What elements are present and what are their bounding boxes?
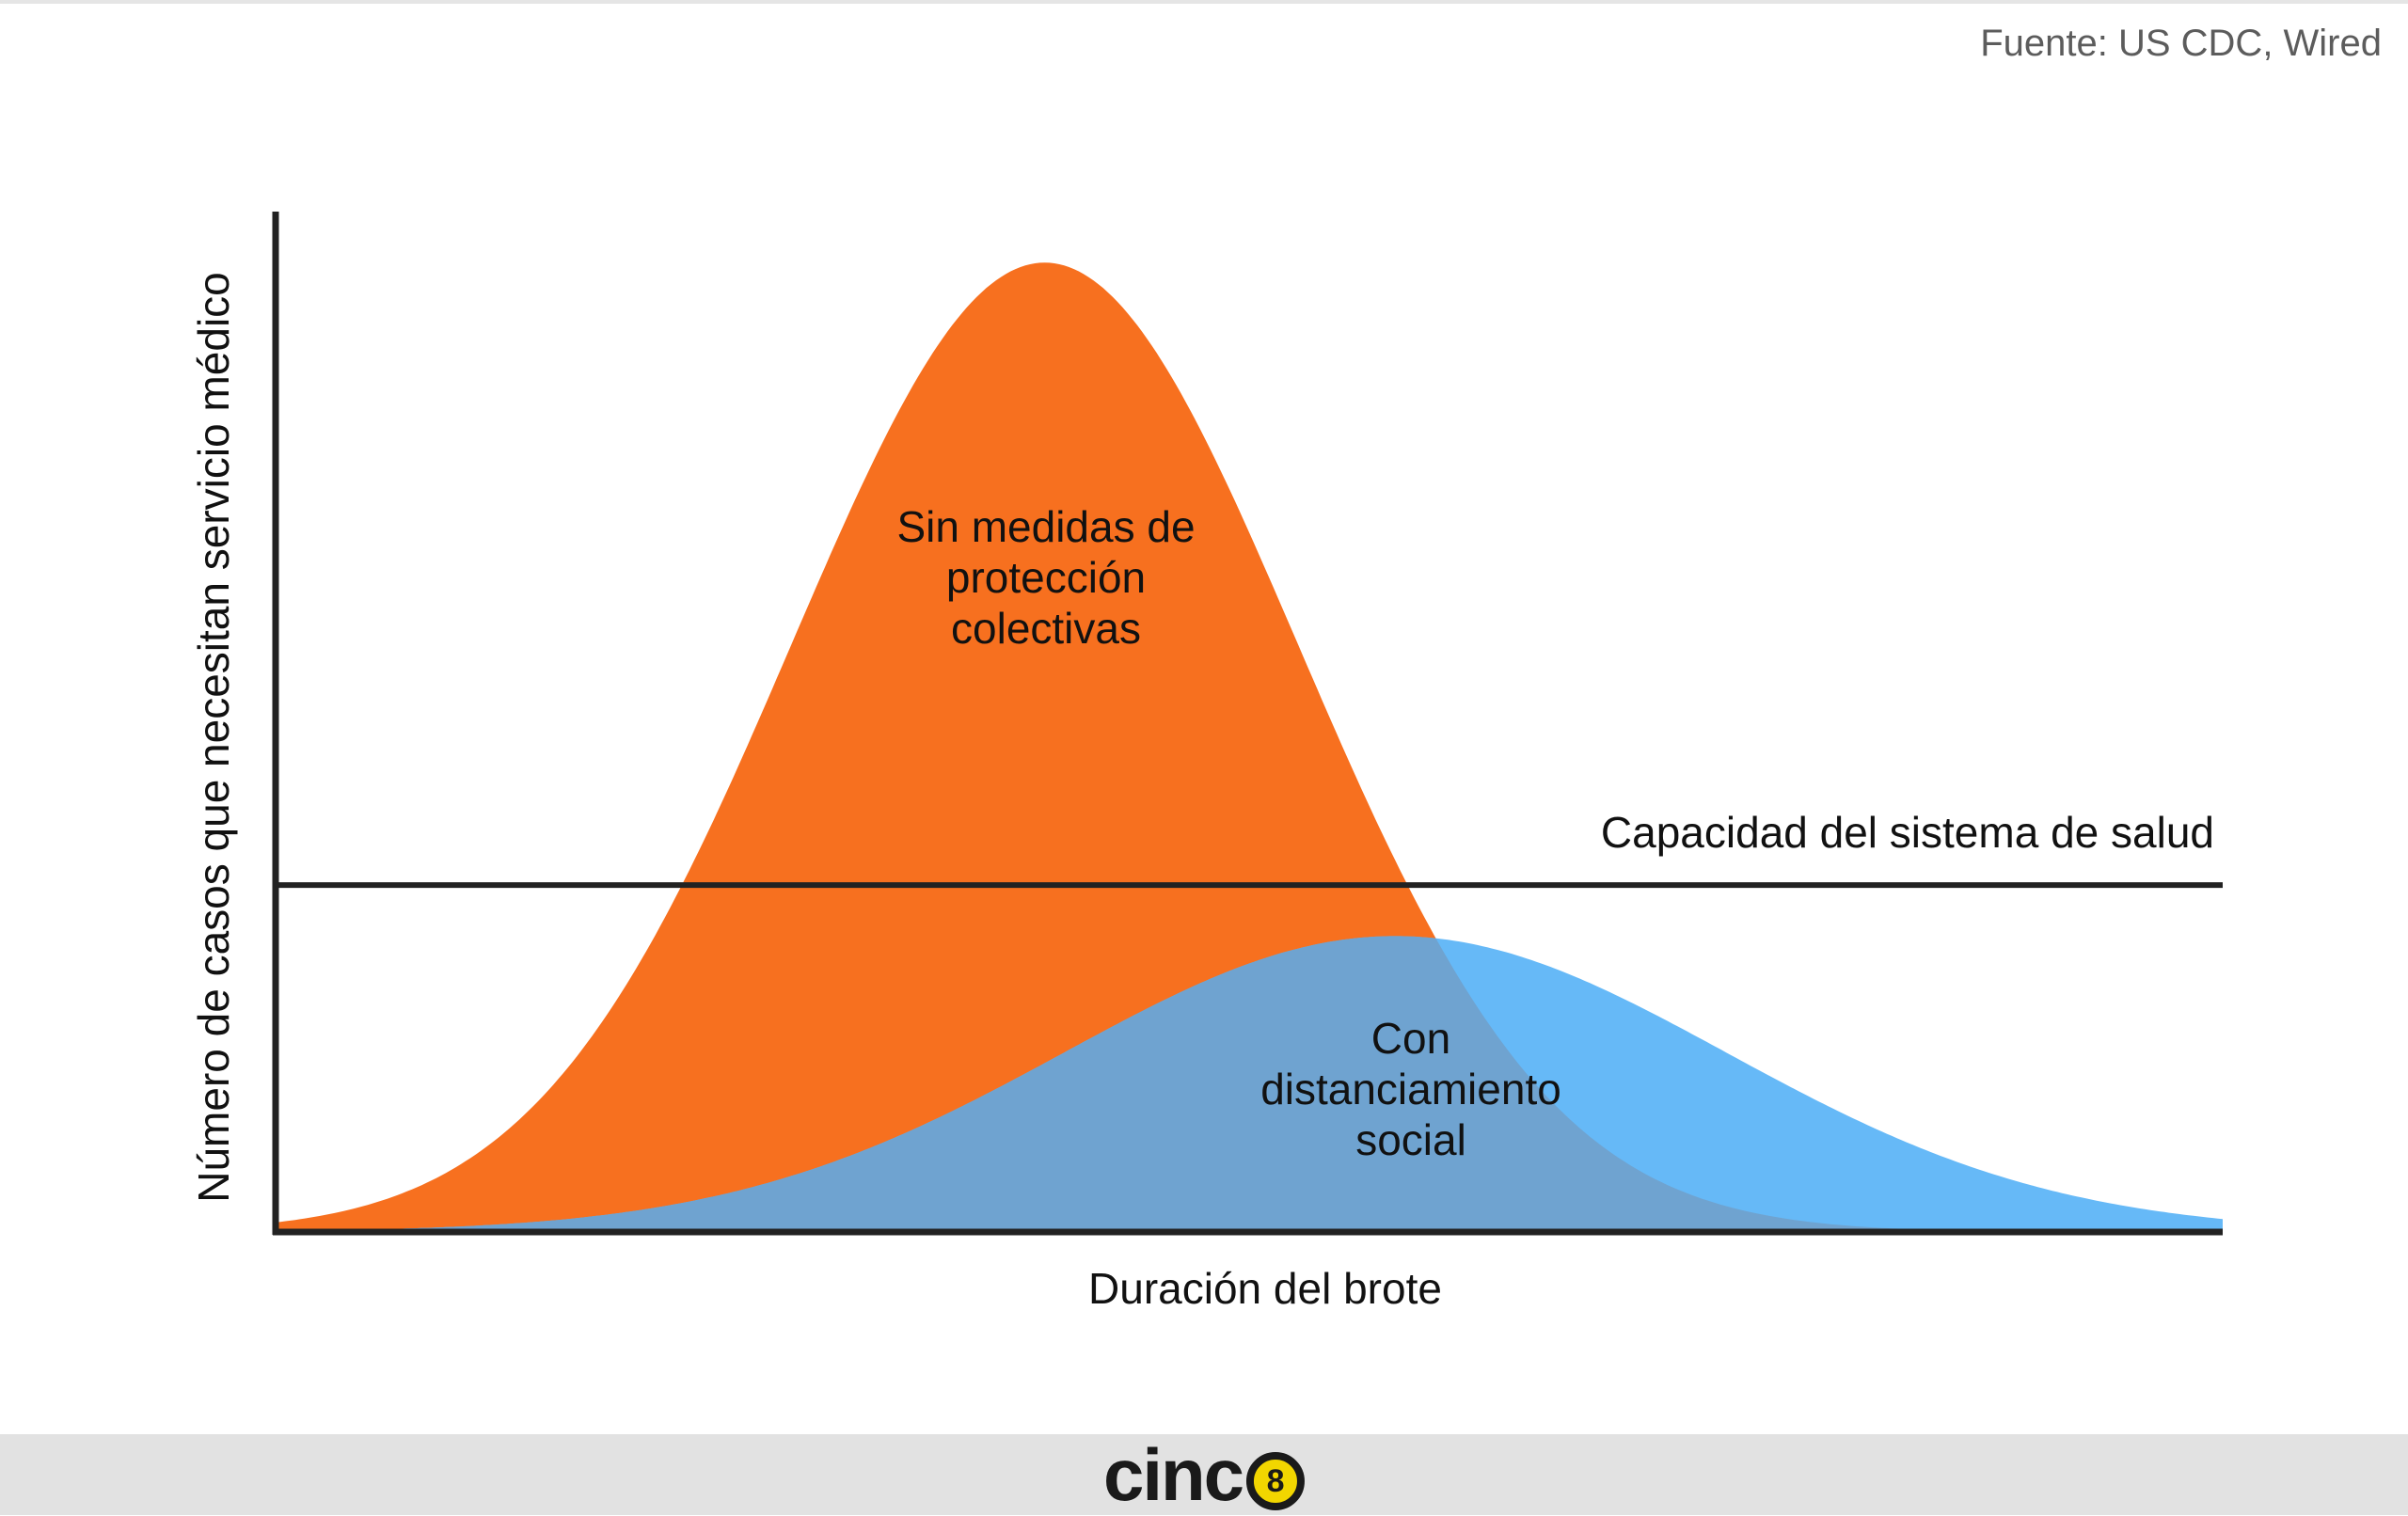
footer-bar: cinc 8 <box>0 1434 2408 1515</box>
logo-wordmark: cinc <box>1102 1433 1244 1516</box>
logo-eight-badge: 8 <box>1246 1452 1306 1510</box>
series-label-social-distancing: distanciamiento <box>1260 1065 1561 1113</box>
flatten-curve-chart: Duración del brote Número de casos que ne… <box>189 212 2223 1313</box>
top-rule <box>0 0 2408 4</box>
area-no-measures <box>276 262 2223 1232</box>
series-label-no-measures: Sin medidas de <box>896 502 1195 551</box>
source-note: Fuente: US CDC, Wired <box>1980 23 2382 64</box>
series-label-social-distancing: social <box>1355 1115 1466 1164</box>
brand-logo[interactable]: cinc 8 <box>1102 1433 1306 1516</box>
capacity-label: Capacidad del sistema de salud <box>1601 808 2214 857</box>
series-label-no-measures: colectivas <box>951 604 1141 653</box>
series-label-no-measures: protección <box>946 553 1146 602</box>
series-label-social-distancing: Con <box>1371 1014 1450 1063</box>
y-axis-label: Número de casos que necesitan servicio m… <box>189 272 238 1203</box>
x-axis-label: Duración del brote <box>1088 1264 1442 1313</box>
